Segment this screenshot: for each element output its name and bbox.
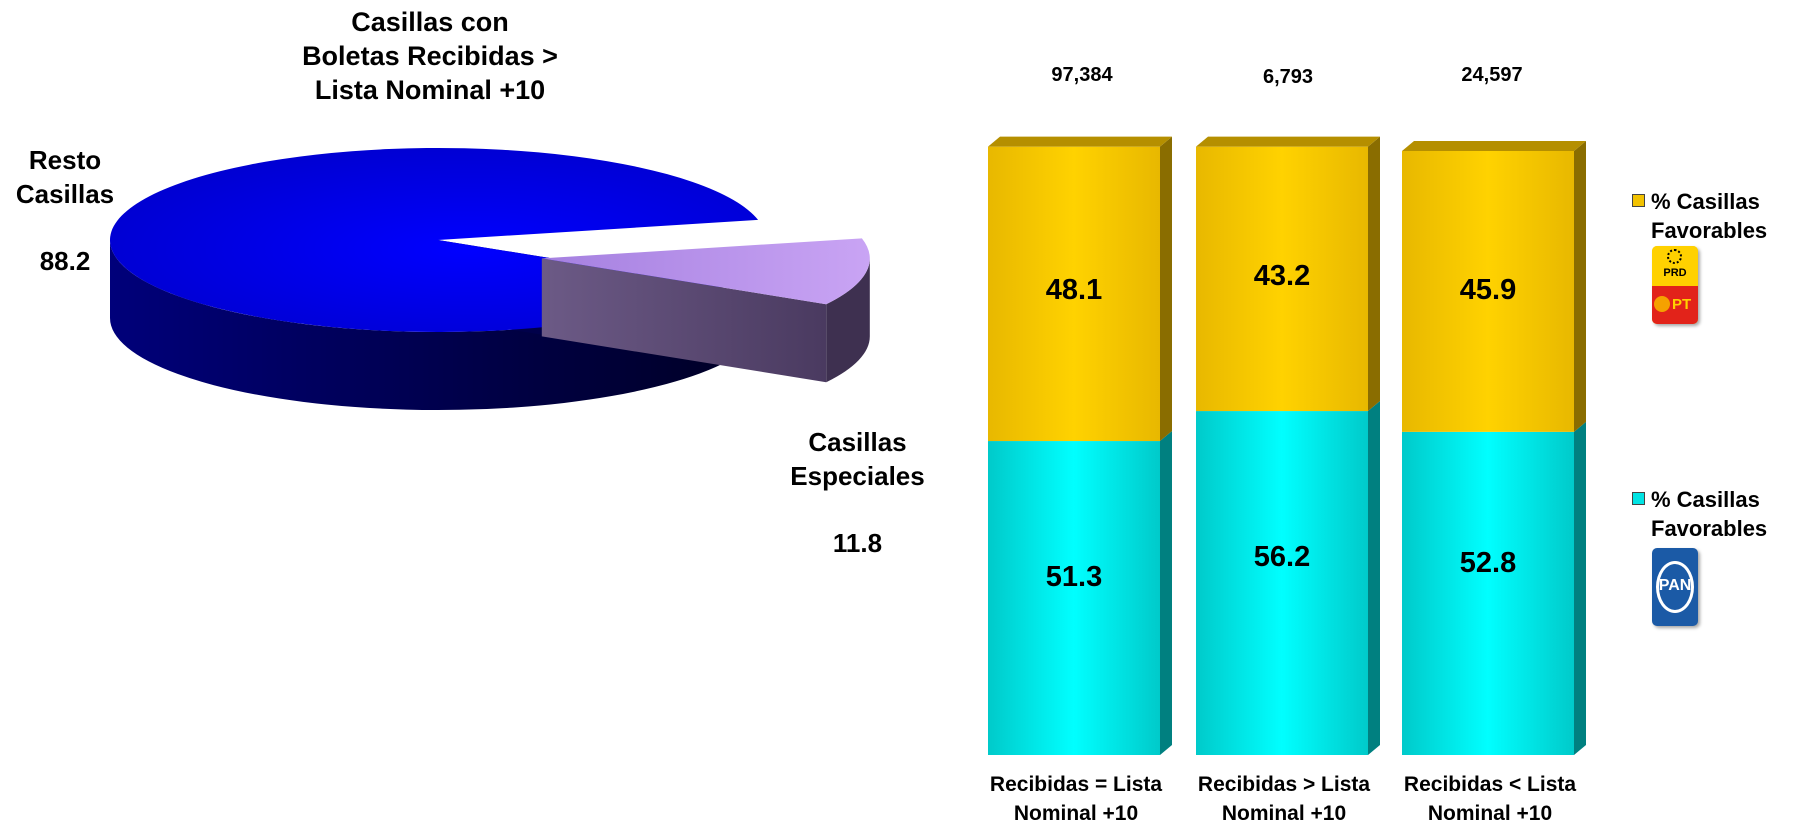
bar-top-cap xyxy=(1196,136,1380,147)
pie-slice-especiales-side xyxy=(826,258,870,383)
prd-logo-text: PRD xyxy=(1663,267,1687,279)
bar-total-label: 97,384 xyxy=(1051,64,1113,86)
star-icon xyxy=(1654,296,1670,312)
prd-pt-logo-icon: PRD PT xyxy=(1652,246,1698,324)
bar-segment-label: 51.3 xyxy=(1045,561,1103,593)
stacked-bar-chart xyxy=(988,136,1586,755)
pie-slice-especiales xyxy=(541,238,870,305)
bar-segment-prd-pt-side xyxy=(1574,140,1586,432)
legend-label: % Casillas Favorables xyxy=(1651,487,1768,541)
bar-segment-prd-pt xyxy=(1196,146,1368,412)
sun-icon xyxy=(1667,249,1682,264)
x-tick-label: Recibidas > Lista Nominal +10 xyxy=(1197,773,1371,826)
bar-segment-pan-side xyxy=(1368,401,1380,755)
bar-top-cap xyxy=(1402,140,1586,151)
pie-slice-label-resto-name: Resto Casillas xyxy=(15,144,115,209)
pan-logo-icon: PAN xyxy=(1652,548,1698,626)
pie-slice-label-especiales-value: 11.8 xyxy=(832,528,883,559)
legend-item-pan: % Casillas Favorables xyxy=(1632,486,1812,543)
pan-ring-icon xyxy=(1656,561,1694,613)
bar-segment-pan xyxy=(1196,411,1368,755)
legend: % Casillas Favorables PRD PT xyxy=(1632,188,1812,324)
bar-segment-pan xyxy=(1402,431,1574,755)
pie-slice-label-especiales-name: Casillas Especiales xyxy=(790,426,925,491)
bar-segment-prd-pt-side xyxy=(1368,136,1380,412)
prd-logo-icon: PRD xyxy=(1652,246,1698,286)
bar-segment-label: 43.2 xyxy=(1253,260,1311,292)
bar-segment-pan-side xyxy=(1160,431,1172,755)
pie-chart xyxy=(109,147,870,410)
legend-swatch-icon xyxy=(1632,194,1645,207)
bar-total-label: 24,597 xyxy=(1461,64,1523,86)
bar-segment-pan xyxy=(988,441,1160,755)
bar-segment-label: 45.9 xyxy=(1459,274,1517,306)
legend-label: % Casillas Favorables xyxy=(1651,189,1768,243)
legend-item-prd-pt: % Casillas Favorables xyxy=(1632,188,1812,245)
pt-logo-text: PT xyxy=(1672,296,1692,313)
pie-slice-label-resto-value: 88.2 xyxy=(39,246,91,277)
bar-total-label: 6,793 xyxy=(1262,66,1314,88)
pie-slice-especiales-wall xyxy=(541,258,827,383)
bar-segment-label: 56.2 xyxy=(1253,541,1311,573)
bar-segment-prd-pt-side xyxy=(1160,136,1172,442)
pie-title: Casillas con Boletas Recibidas > Lista N… xyxy=(302,7,558,105)
bar-segment-label: 52.8 xyxy=(1459,547,1517,579)
legend: % Casillas Favorables PAN xyxy=(1632,486,1812,626)
pie-slice-label-resto: Resto Casillas 88.2 xyxy=(0,110,130,313)
bar-segment-prd-pt xyxy=(988,146,1160,442)
x-tick-label: Recibidas = Lista Nominal +10 xyxy=(989,773,1163,826)
pie-slice-label-especiales: Casillas Especiales 11.8 xyxy=(770,392,945,595)
bar-segment-prd-pt xyxy=(1402,150,1574,432)
bar-segment-label: 48.1 xyxy=(1045,274,1103,306)
pie-slice-resto-side xyxy=(109,240,723,410)
legend-swatch-icon xyxy=(1632,492,1645,505)
x-tick-label: Recibidas < Lista Nominal +10 xyxy=(1403,773,1577,826)
bar-segment-pan-side xyxy=(1574,421,1586,755)
pan-logo-text: PAN xyxy=(1658,577,1692,594)
bar-top-cap xyxy=(988,136,1172,147)
pt-logo-icon: PT xyxy=(1652,286,1698,324)
